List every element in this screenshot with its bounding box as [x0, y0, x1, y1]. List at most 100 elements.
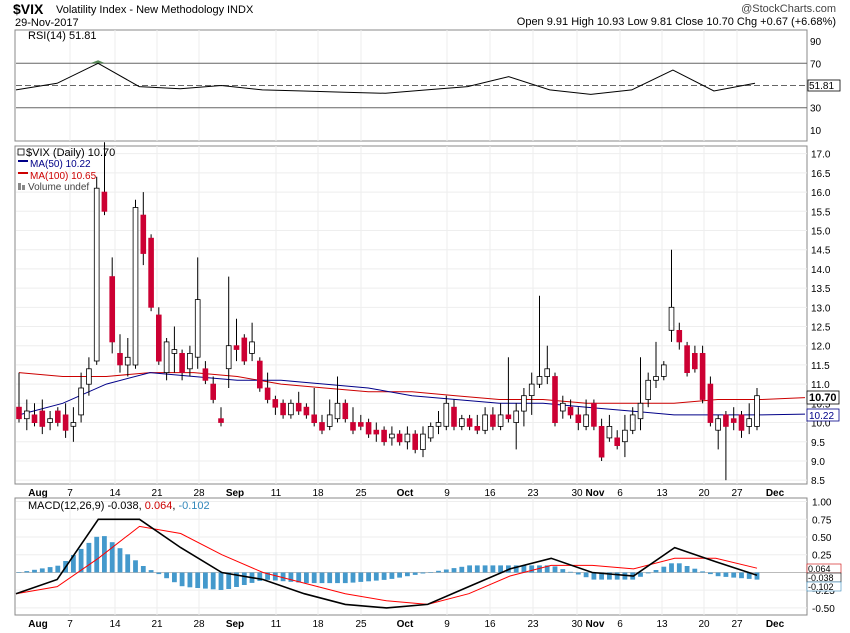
macd-histogram-bar [55, 565, 61, 573]
candle [218, 407, 224, 427]
macd-y-tick: -0.50 [812, 604, 835, 615]
candle [256, 357, 263, 392]
candle [155, 307, 162, 365]
candle [295, 391, 302, 415]
x-tick: Dec [766, 488, 785, 499]
candle [272, 395, 279, 415]
macd-histogram-bar [179, 572, 185, 587]
candle [163, 338, 170, 381]
macd-histogram-bar [366, 572, 371, 582]
candle [70, 407, 77, 442]
x-tick: 16 [484, 619, 496, 630]
macd-histogram-bar [544, 565, 550, 573]
candle [31, 403, 38, 427]
macd-y-axis: 1.000.750.500.250.00-0.25-0.50 [812, 498, 835, 615]
x-axis-top: Aug 7 14 21 28 Sep 11 18 25 Oct 9 16 23 30 Nov 6 13 20 27 D… [28, 488, 784, 499]
candle [715, 414, 721, 450]
candle [194, 257, 201, 369]
price-y-tick: 13.5 [811, 284, 831, 295]
macd-histogram-bar [467, 565, 472, 573]
macd-histogram-bar [156, 572, 162, 575]
x-tick: 23 [527, 488, 539, 499]
candle [699, 345, 706, 404]
price-y-tick: 8.5 [811, 476, 825, 487]
candle [373, 422, 380, 442]
price-y-tick: 9.5 [811, 438, 825, 449]
candle [661, 361, 667, 381]
x-tick: 7 [67, 619, 73, 630]
macd-histogram-bar [319, 572, 325, 584]
macd-histogram-bar [350, 572, 356, 583]
price-y-tick: 14.0 [811, 265, 831, 276]
macd-label: MACD(12,26,9) -0.038, 0.064, -0.102 [28, 500, 210, 512]
x-tick: 14 [109, 488, 121, 499]
rsi-panel: RSI(14) 51.81 9070503010 51.81 [14, 29, 841, 142]
macd-y-tick: 1.00 [812, 498, 832, 509]
macd-histogram-bar [32, 569, 37, 573]
macd-histogram-bar [638, 572, 643, 577]
x-tick: 21 [151, 619, 163, 630]
x-tick: 14 [109, 619, 121, 630]
price-y-tick: 15.5 [811, 207, 831, 218]
x-tick: 9 [444, 619, 450, 630]
x-tick: Aug [28, 488, 47, 499]
candle [707, 376, 714, 427]
macd-histogram-bar [226, 572, 232, 589]
price-legend: $VIX (Daily) 10.70 MA(50) 10.22 MA(100) … [17, 147, 115, 193]
close-tag: 10.70 [809, 392, 837, 404]
macd-histogram-bar [731, 572, 737, 578]
candle [86, 357, 92, 396]
x-tick: 11 [271, 619, 282, 630]
price-y-axis: 17.0 16.5 16.0 15.5 15.0 14.5 14.0 13.5 13.0 12.5… [811, 150, 831, 488]
macd-histogram-bar [195, 572, 201, 588]
macd-histogram-bar [490, 565, 496, 573]
candle [645, 372, 651, 408]
price-y-tick: 10.5 [811, 399, 831, 410]
candle [676, 322, 683, 350]
macd-histogram-bar [241, 572, 247, 585]
price-panel: 17.0 16.5 16.0 15.5 15.0 14.5 14.0 13.5 13.0 12.5… [14, 142, 840, 488]
macd-histogram-bar [692, 568, 698, 573]
header-exchange: INDX [227, 4, 254, 16]
candle [466, 414, 473, 431]
macd-histogram-bar [661, 566, 667, 573]
macd-histogram-bar [148, 570, 154, 573]
candle [62, 403, 69, 438]
macd-histogram-bar [203, 572, 208, 589]
rsi-y-tick: 30 [810, 104, 822, 115]
x-tick: 6 [617, 619, 623, 630]
x-tick: 6 [617, 488, 623, 499]
close-tag-bg [806, 390, 840, 405]
candle [210, 376, 217, 404]
candle [653, 341, 659, 388]
price-y-tick: 16.5 [811, 169, 831, 180]
x-tick: 11 [271, 488, 282, 499]
candle [396, 430, 403, 446]
candle [560, 395, 566, 419]
candle [109, 257, 116, 354]
rsi-y-tick: 90 [810, 37, 822, 48]
macd-histogram-bar [109, 542, 115, 573]
macd-histogram-bar [86, 542, 92, 573]
macd-histogram-bar [234, 572, 239, 587]
macd-histogram-bar [428, 572, 434, 573]
macd-tag-hist: -0.102 [808, 582, 834, 592]
candle [350, 407, 356, 435]
macd-y-tick: -0.25 [812, 586, 835, 597]
macd-label-signal: 0.064 [145, 500, 173, 512]
candle [544, 345, 550, 385]
macd-histogram-bar [552, 566, 558, 573]
candle [490, 407, 496, 431]
legend-ma50: MA(50) 10.22 [30, 159, 91, 170]
candle [443, 395, 450, 431]
candle [754, 388, 760, 431]
candle [342, 399, 349, 423]
macd-histogram-bar [397, 572, 402, 578]
macd-y-tick: 0.75 [812, 515, 832, 526]
x-tick: Aug [28, 619, 47, 630]
macd-histogram-bar [591, 572, 597, 580]
price-y-tick: 11.0 [811, 380, 830, 391]
macd-histogram-bar [653, 570, 659, 573]
candle [187, 345, 193, 377]
header-ohlc: Open 9.91 High 10.93 Low 9.81 Close 10.7… [517, 16, 836, 28]
